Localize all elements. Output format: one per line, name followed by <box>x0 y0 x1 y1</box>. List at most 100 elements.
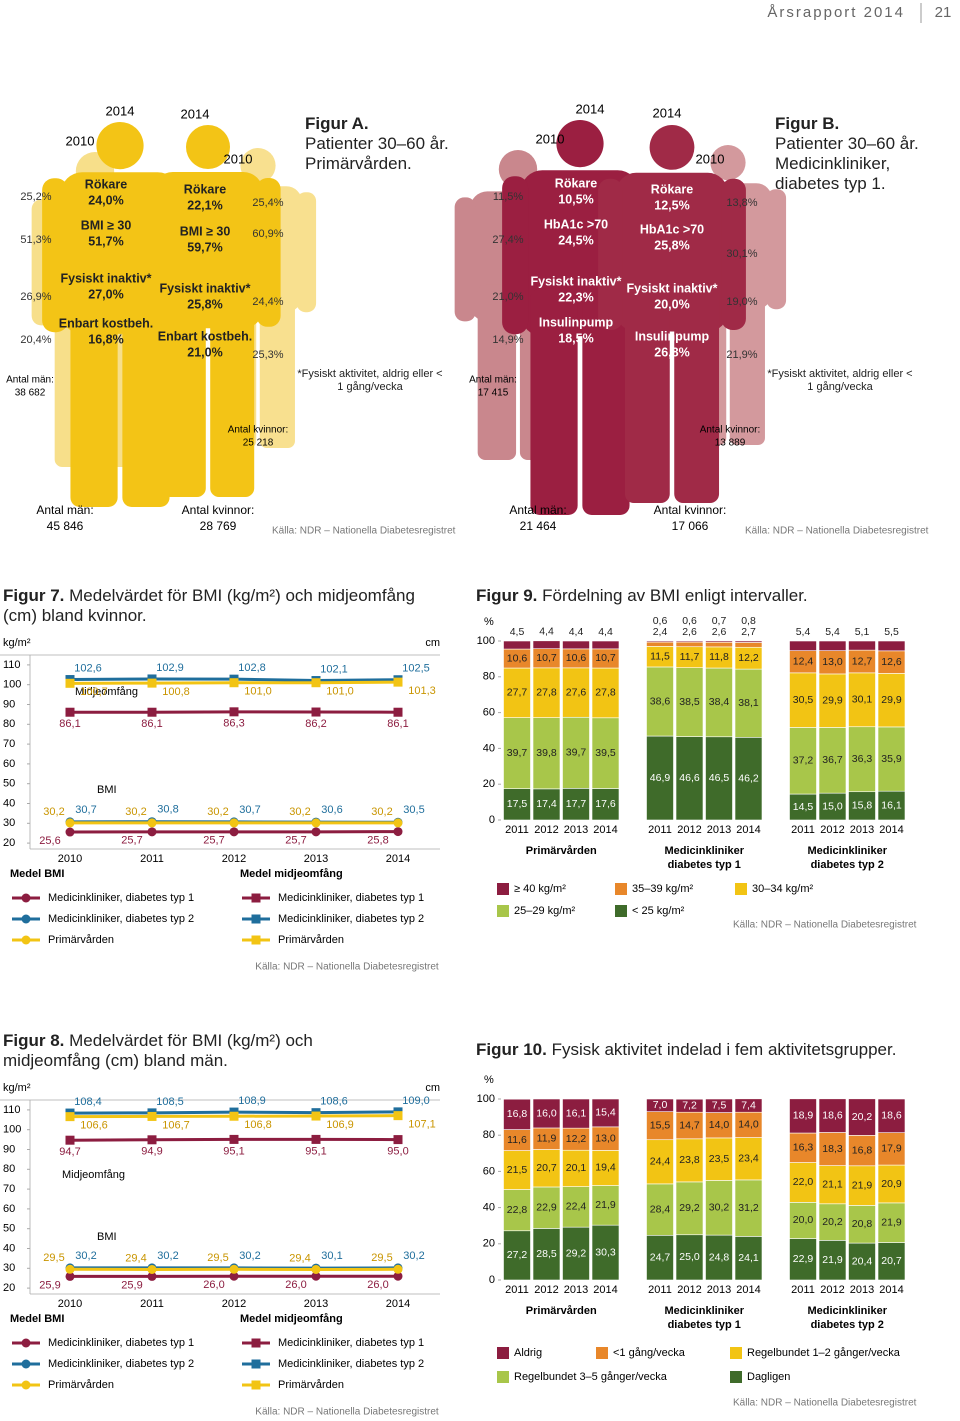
footnote: *Fysiskt aktivitet, aldrig eller < 1 gån… <box>297 368 443 393</box>
group-label: Medicinkliniker <box>665 1305 745 1317</box>
x-tick-label: 2011 <box>791 824 815 836</box>
bar-segment <box>877 1242 906 1281</box>
x-tick-label: 2011 <box>648 824 672 836</box>
point-marker <box>65 818 75 828</box>
person-silhouette <box>598 124 746 503</box>
data-label: 30,8 <box>157 804 178 816</box>
data-label: 95,1 <box>305 1145 326 1157</box>
data-label: 86,1 <box>141 718 162 730</box>
bar-segment <box>532 640 561 649</box>
legend-heading: Medel BMI <box>10 868 64 880</box>
bar-segment <box>818 673 847 728</box>
point-marker <box>65 1271 75 1281</box>
head <box>96 122 144 170</box>
total-value: 28 769 <box>200 519 237 533</box>
legend-label: 25–29 kg/m² <box>514 905 575 917</box>
data-label: 21,9 <box>595 1199 616 1211</box>
x-tick-label: 2014 <box>879 824 903 836</box>
stat-value: 25,8% <box>654 238 689 252</box>
stat-value: 22,3% <box>558 290 593 304</box>
x-tick-label: 2014 <box>879 1284 903 1296</box>
bar-segment <box>789 727 817 795</box>
x-tick-label: 2011 <box>505 824 529 836</box>
data-label: 0,6 <box>682 615 697 627</box>
data-label: 11,8 <box>709 651 729 663</box>
data-label: 39,5 <box>595 747 616 759</box>
data-label: 108,9 <box>238 1095 266 1107</box>
data-label: 7,2 <box>682 1099 697 1111</box>
x-tick-label: 2012 <box>534 1284 558 1296</box>
data-label: 18,6 <box>822 1109 843 1121</box>
group-label: Medicinkliniker <box>808 845 888 857</box>
y-tick-label: 30 <box>3 1262 15 1274</box>
bar-segment <box>532 1098 561 1129</box>
bar-segment <box>848 1098 876 1136</box>
bar-segment <box>503 640 531 650</box>
y-axis-label: kg/m² <box>3 1082 31 1094</box>
data-label: 30,2 <box>403 1250 424 1262</box>
bar-segment <box>562 1186 590 1228</box>
data-label: 12,2 <box>738 652 759 664</box>
legend-label: 35–39 kg/m² <box>632 883 693 895</box>
data-label: 20,4 <box>852 1255 873 1267</box>
data-label: 18,6 <box>881 1110 902 1122</box>
data-label: 2,4 <box>653 626 668 638</box>
data-label: 27,2 <box>507 1249 528 1261</box>
head <box>556 120 604 168</box>
data-label: 21,9 <box>822 1254 843 1266</box>
stat-value: 21,0% <box>187 345 222 359</box>
stat-label: Rökare <box>184 182 226 196</box>
legend-marker <box>251 893 261 903</box>
bar-segment <box>734 1098 763 1113</box>
bar-segment <box>503 717 531 789</box>
data-label: 24,7 <box>650 1251 671 1263</box>
data-label: 30,1 <box>321 1250 342 1262</box>
data-label: 30,2 <box>207 806 228 818</box>
bar-segment <box>705 1180 733 1236</box>
data-label: 30,2 <box>75 1250 96 1262</box>
count-value: 38 682 <box>15 388 46 399</box>
stat-value: 25,4% <box>252 197 283 209</box>
data-label: 25,7 <box>203 835 224 847</box>
point-marker <box>147 678 157 688</box>
data-label: 38,1 <box>738 697 759 709</box>
figure-label: Figur A. <box>305 114 369 133</box>
figure-title: Medelvärdet för BMI (kg/m²) och midjeomf… <box>3 1031 313 1070</box>
group-label: diabetes typ 2 <box>811 1319 884 1331</box>
bar-segment <box>562 667 590 718</box>
stat-value: 14,9% <box>492 334 523 346</box>
bar-segment <box>591 717 620 789</box>
arm <box>721 178 746 330</box>
stat-label: HbA1c >70 <box>640 222 704 236</box>
source: Källa: NDR – Nationella Diabetesregistre… <box>272 526 456 537</box>
year-label: 2014 <box>181 106 210 121</box>
leg <box>122 287 170 507</box>
legend-label: Primärvården <box>278 934 344 946</box>
y-tick-label: 110 <box>3 1104 21 1116</box>
point-marker <box>65 707 75 717</box>
year-label: 2010 <box>66 133 95 148</box>
data-label: 16,1 <box>566 1107 587 1119</box>
data-label: 30,2 <box>289 806 310 818</box>
bar-segment <box>646 640 674 643</box>
point-marker <box>311 1264 321 1274</box>
data-label: 17,6 <box>595 798 616 810</box>
y-axis-label-right: cm <box>425 1082 440 1094</box>
figure-title: Medelvärdet för BMI (kg/m²) och midjeomf… <box>3 586 415 625</box>
y-tick-label: 70 <box>3 1183 15 1195</box>
legend-label: Medicinkliniker, diabetes typ 2 <box>278 1358 424 1370</box>
data-label: 24,1 <box>738 1252 759 1264</box>
x-tick-label: 2013 <box>850 1284 874 1296</box>
stat-label: BMI ≥ 30 <box>81 218 132 232</box>
data-label: 102,8 <box>238 662 266 674</box>
bar-segment <box>877 1132 906 1166</box>
group-label: Medicinkliniker <box>665 845 745 857</box>
arm <box>42 178 69 333</box>
legend-label: Primärvården <box>48 934 114 946</box>
legend-label: Medicinkliniker, diabetes typ 2 <box>48 913 194 925</box>
total-label: Antal män: <box>36 503 93 517</box>
y-axis-label: % <box>484 1074 494 1086</box>
bar-segment <box>646 1234 674 1281</box>
y-tick-label: 0 <box>489 1274 495 1286</box>
data-label: 30,2 <box>43 806 64 818</box>
